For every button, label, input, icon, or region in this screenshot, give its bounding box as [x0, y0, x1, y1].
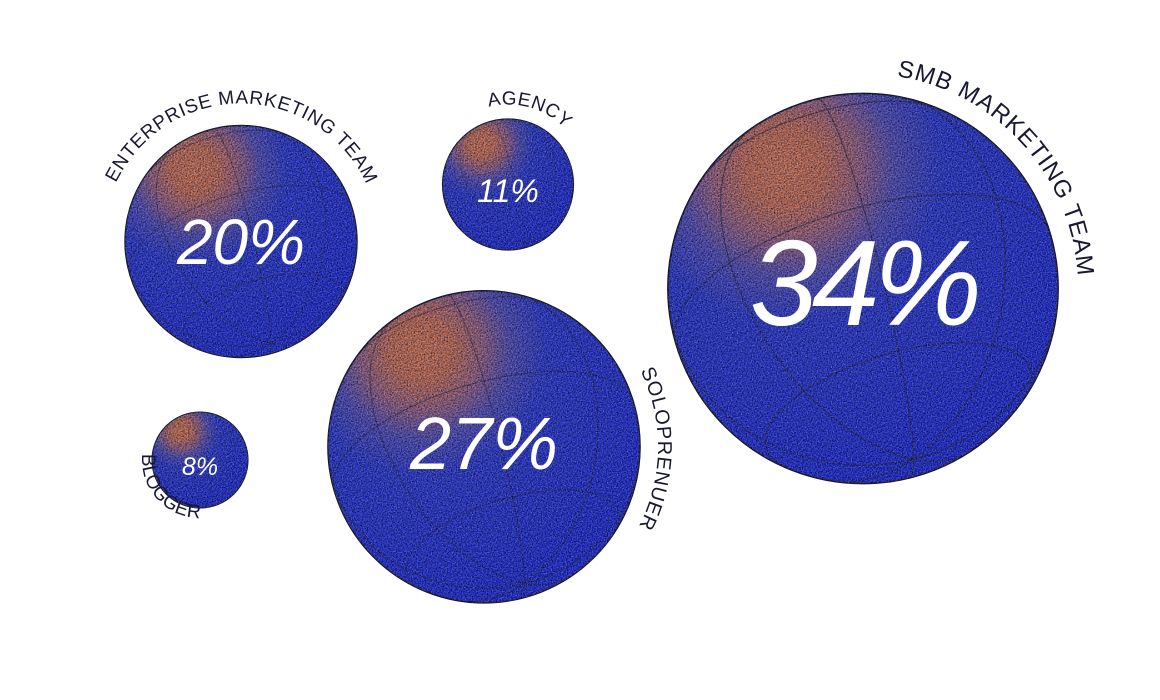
svg-text:20%: 20%: [176, 206, 305, 278]
svg-text:34%: 34%: [750, 215, 978, 351]
svg-text:27%: 27%: [409, 402, 558, 485]
svg-text:8%: 8%: [182, 453, 218, 481]
svg-text:11%: 11%: [477, 173, 539, 209]
